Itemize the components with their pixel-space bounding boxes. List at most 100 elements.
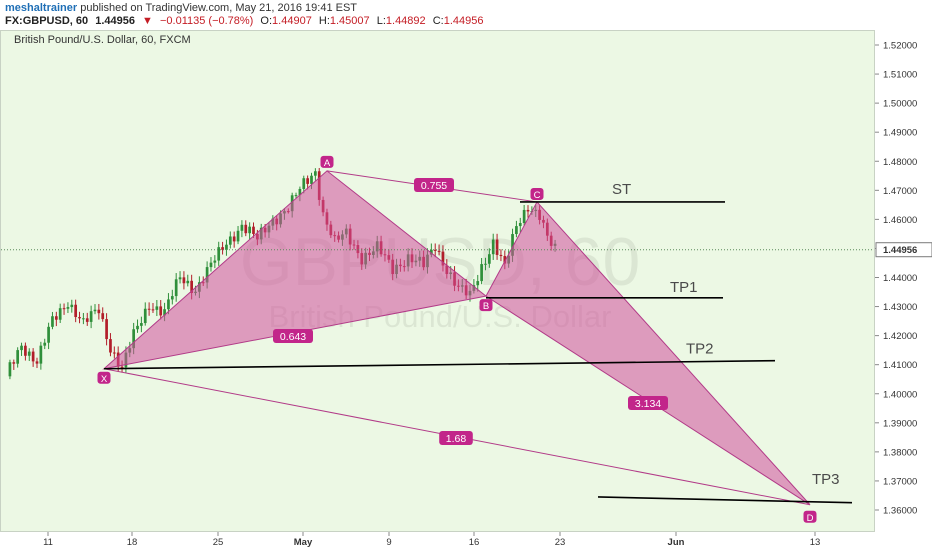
candle-body [476,281,480,286]
chart-subtitle: British Pound/U.S. Dollar, 60, FXCM [14,34,191,46]
candle-body [78,317,81,319]
candle-body [228,236,232,245]
low-value: 1.44892 [385,15,426,27]
price-tick-label: 1.52000 [883,41,917,52]
candle-body [136,325,139,330]
price-change: −0.01135 (−0.78%) [159,15,254,27]
pattern-bcd-triangle [485,201,811,506]
time-tick-label: 16 [469,537,480,548]
candle-body [74,304,78,318]
candle-body [441,251,445,266]
candle-body [221,247,224,250]
publisher-username[interactable]: meshaltrainer [5,2,78,14]
candle-body [97,309,101,314]
time-tick-label: Jun [668,537,685,548]
candle-body [16,350,20,364]
candle-body [522,209,526,223]
candle-body [437,250,441,252]
point-marker-d: D [807,513,814,524]
candle-body [140,323,143,326]
candle-body [298,188,302,196]
ratio-label: 0.755 [421,180,447,192]
candle-body [225,244,228,250]
candle-body [232,236,236,242]
price-axis[interactable] [875,30,932,550]
chart-header: meshaltrainer published on TradingView.c… [0,0,932,30]
ratio-label: 1.68 [446,433,467,445]
candle-body [101,313,105,320]
candle-body [89,311,93,322]
open-label: O: [260,15,273,27]
time-tick-label: 18 [127,537,138,548]
candle-body [205,267,209,283]
point-marker-bg [479,299,493,312]
candle-body [151,309,155,311]
candle-body [491,239,495,255]
publish-info: published on TradingView.com, May 21, 20… [80,2,358,14]
candle-body [167,299,170,310]
candle-body [143,308,147,324]
price-tick-label: 1.48000 [883,157,917,168]
candle-body [147,308,151,310]
candle-body [302,178,306,189]
open-value: 1.44907 [272,15,312,27]
close-value: 1.44956 [443,15,484,27]
level-label-st: ST [612,181,631,198]
candle-body [155,306,159,310]
ratio-label-bg [628,396,668,410]
candle-body [499,254,503,257]
time-tick-label: 9 [386,537,391,548]
level-label-tp1: TP1 [670,279,698,296]
candle-body [213,260,217,263]
candle-body [217,247,221,261]
candle-body [480,264,483,282]
candle-body [109,339,112,353]
price-tick-label: 1.37000 [883,476,917,487]
time-tick-label: May [294,537,313,548]
candle-body [310,175,313,184]
candle-body [31,351,35,362]
candle-body [47,326,50,343]
candle-body [163,309,166,316]
candle-body [244,224,248,234]
time-tick-label: 13 [810,537,821,548]
symbol-label[interactable]: FX:GBPUSD, 60 [5,15,89,27]
candle-body [248,226,251,234]
candle-body [43,342,47,346]
last-price-badge [875,242,932,258]
candle-body [174,279,178,297]
level-label-tp2: TP2 [686,341,714,358]
quote-line: FX:GBPUSD, 60 1.44956 ▼ −0.01135 (−0.78%… [5,15,487,27]
price-tick-label: 1.40000 [883,389,917,400]
point-marker-a: A [324,158,331,169]
publish-line: meshaltrainer published on TradingView.c… [5,2,357,14]
time-axis[interactable] [0,532,875,550]
last-price: 1.44956 [95,15,135,27]
candle-body [314,171,317,176]
price-tick-label: 1.51000 [883,70,917,81]
point-marker-bg [803,510,817,523]
candle-body [495,239,499,255]
time-tick-label: 25 [213,537,224,548]
point-marker-bg [320,155,334,168]
candle-body [170,296,174,300]
candle-body [484,263,487,265]
candle-body [487,254,491,264]
low-label: L: [376,15,386,27]
price-tick-label: 1.49000 [883,128,917,139]
candle-body [85,318,89,322]
candle-body [24,345,27,356]
candle-body [54,316,58,320]
change-down-icon: ▼ [142,15,153,27]
price-tick-label: 1.47000 [883,186,917,197]
price-tick-label: 1.41000 [883,360,917,371]
candle-body [93,309,97,312]
ratio-label-bg [273,329,313,343]
candle-body [51,316,54,327]
ratio-label: 0.643 [280,331,306,343]
candle-body [66,307,70,309]
candle-body [511,234,514,256]
price-tick-label: 1.43000 [883,302,917,313]
point-marker-c: C [534,190,541,201]
